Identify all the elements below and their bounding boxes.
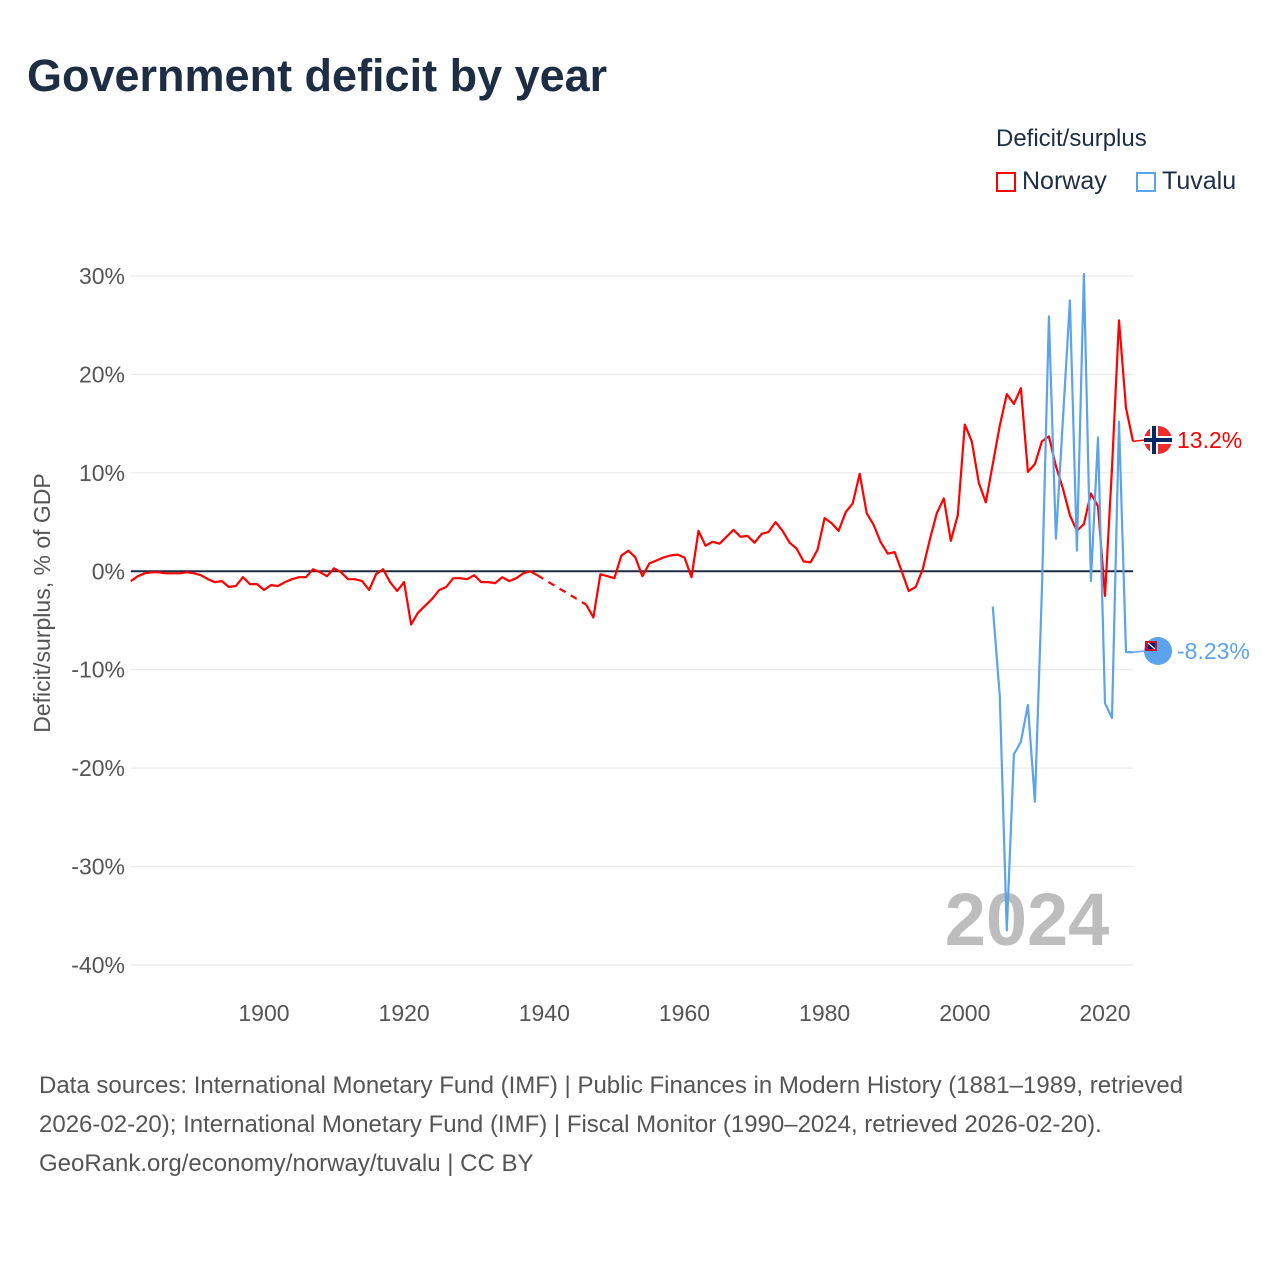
end-connector-tuvalu [1132,650,1146,654]
footer: Data sources: International Monetary Fun… [39,1066,1239,1183]
end-connector-norway [1132,439,1146,443]
y-axis-label: Deficit/surplus, % of GDP [29,473,55,732]
norway-flag-icon [1144,426,1172,454]
legend-swatch-norway [996,171,1016,192]
x-tick-label: 2020 [1079,1000,1130,1026]
data-sources: Data sources: International Monetary Fun… [39,1072,1184,1138]
legend-title: Deficit/surplus [996,125,1147,152]
year-watermark: 2024 [945,878,1110,961]
tuvalu-flag-icon [1144,637,1172,665]
y-tick-label: 20% [79,361,125,387]
y-tick-label: -20% [71,755,125,781]
y-tick-label: 30% [79,263,125,289]
legend-item-tuvalu[interactable]: Tuvalu [1136,167,1236,196]
x-tick-label: 1900 [238,1000,289,1026]
series-line-tuvalu [991,272,1134,932]
series-gap-norway [536,574,587,606]
x-tick-label: 1940 [519,1000,570,1026]
x-tick-label: 1960 [659,1000,710,1026]
chart-title: Government deficit by year [27,50,608,101]
legend-item-norway[interactable]: Norway [996,167,1107,196]
legend-swatch-tuvalu [1136,171,1156,192]
x-tick-label: 1980 [799,1000,850,1026]
x-tick-label: 1920 [379,1000,430,1026]
y-tick-label: -10% [71,657,125,683]
legend-label: Tuvalu [1162,167,1237,195]
y-tick-label: 0% [92,558,125,584]
y-tick-label: -40% [71,952,125,978]
end-label-norway: 13.2% [1177,427,1242,453]
end-label-tuvalu: -8.23% [1177,638,1250,664]
legend-label: Norway [1022,167,1107,195]
x-tick-label: 2000 [939,1000,990,1026]
y-tick-label: -30% [71,854,125,880]
series-line-norway [130,319,1135,626]
y-tick-label: 10% [79,460,125,486]
credit-link[interactable]: GeoRank.org/economy/norway/tuvalu | CC B… [39,1150,534,1177]
